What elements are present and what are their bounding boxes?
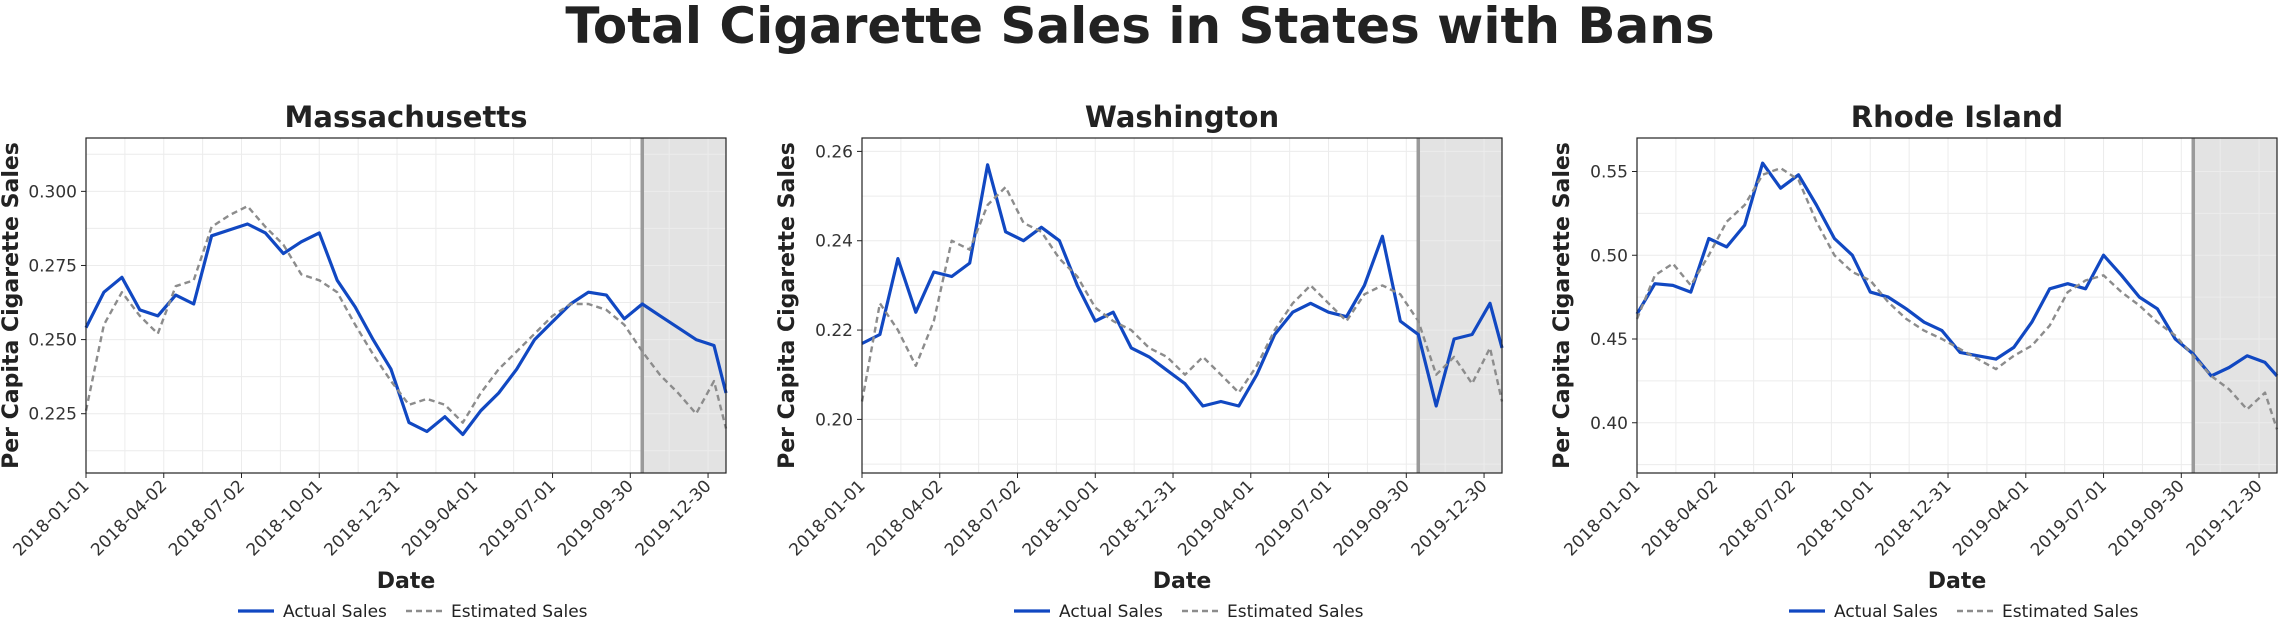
x-tick-label: 2019-04-01 — [1174, 476, 1258, 560]
series-line-actual — [1635, 161, 2279, 378]
plot-area — [862, 138, 1502, 473]
y-axis-label: Per Capita Cigarette Sales — [1550, 142, 1575, 469]
panel-washington: 0.200.220.240.262018-01-012018-04-022018… — [775, 100, 1504, 622]
axes-frame — [1636, 137, 2278, 474]
x-tick-label: 2019-07-01 — [2027, 476, 2111, 560]
y-tick-label: 0.26 — [815, 142, 853, 162]
y-tick-label: 0.45 — [1590, 330, 1628, 350]
y-axis-label: Per Capita Cigarette Sales — [775, 142, 800, 469]
legend-label-estimated: Estimated Sales — [451, 602, 588, 622]
y-tick-label: 0.55 — [1590, 163, 1628, 183]
x-tick-label: 2019-09-30 — [2105, 476, 2189, 560]
x-tick-label: 2018-01-01 — [1561, 476, 1645, 560]
x-tick-label: 2018-12-31 — [1097, 476, 1181, 560]
x-tick-label: 2018-12-31 — [321, 476, 405, 560]
x-tick-label: 2019-07-01 — [476, 476, 560, 560]
y-tick-label: 0.250 — [28, 331, 77, 351]
x-tick-label: 2019-12-30 — [632, 476, 716, 560]
x-tick-label: 2018-04-02 — [87, 476, 171, 560]
x-tick-label: 2019-04-01 — [398, 476, 482, 560]
y-tick-label: 0.300 — [28, 182, 77, 202]
x-axis-label: Date — [1928, 569, 1987, 594]
shaded-region — [2193, 138, 2277, 473]
x-tick-label: 2018-10-01 — [1794, 476, 1878, 560]
series-line-estimated — [860, 185, 1504, 402]
x-tick-label: 2018-10-01 — [1019, 476, 1103, 560]
x-tick-label: 2019-09-30 — [554, 476, 638, 560]
panel-title: Washington — [1085, 100, 1279, 134]
x-tick-label: 2018-01-01 — [10, 476, 94, 560]
x-tick-label: 2018-01-01 — [786, 476, 870, 560]
series-line-actual — [84, 222, 728, 437]
series-line-actual — [861, 163, 1504, 408]
panel-title: Massachusetts — [285, 100, 528, 134]
x-tick-label: 2018-07-02 — [1716, 476, 1800, 560]
y-tick-label: 0.22 — [815, 321, 853, 341]
y-tick-label: 0.40 — [1590, 414, 1628, 434]
axes-frame — [861, 137, 1503, 474]
panel-rhode-island: 0.400.450.500.552018-01-012018-04-022018… — [1550, 100, 2279, 622]
legend: Actual Sales Estimated Sales — [1014, 602, 1364, 622]
x-axis-label: Date — [377, 569, 436, 594]
legend-label-estimated: Estimated Sales — [2002, 602, 2139, 622]
y-tick-label: 0.24 — [815, 232, 853, 252]
x-axis-label: Date — [1153, 569, 1212, 594]
x-tick-label: 2019-12-30 — [2183, 476, 2267, 560]
y-tick-label: 0.20 — [815, 410, 853, 430]
series-line-estimated — [84, 204, 728, 429]
x-tick-label: 2019-07-01 — [1252, 476, 1336, 560]
legend-label-estimated: Estimated Sales — [1227, 602, 1364, 622]
x-tick-label: 2019-09-30 — [1330, 476, 1414, 560]
axes-frame — [85, 137, 727, 474]
panel-title: Rhode Island — [1851, 100, 2063, 134]
figure-title: Total Cigarette Sales in States with Ban… — [565, 0, 1715, 55]
gridlines — [861, 138, 1502, 473]
legend-label-actual: Actual Sales — [1834, 602, 1938, 622]
panel-massachusetts: 0.225 0.250 0.275 0.300 2018-01-012018-04-02… — [0, 100, 728, 622]
x-tick-label: 2018-04-02 — [863, 476, 947, 560]
legend-label-actual: Actual Sales — [283, 602, 387, 622]
x-tick-label: 2018-07-02 — [941, 476, 1025, 560]
x-tick-label: 2018-07-02 — [165, 476, 249, 560]
x-tick-label: 2018-04-02 — [1638, 476, 1722, 560]
x-tick-label: 2018-12-31 — [1872, 476, 1956, 560]
plot-area — [1637, 138, 2277, 473]
y-tick-label: 0.50 — [1590, 246, 1628, 266]
legend-label-actual: Actual Sales — [1059, 602, 1163, 622]
y-axis-label: Per Capita Cigarette Sales — [0, 142, 24, 469]
x-tick-label: 2019-12-30 — [1408, 476, 1492, 560]
gridlines — [85, 138, 726, 473]
x-tick-label: 2019-04-01 — [1949, 476, 2033, 560]
shaded-region — [642, 138, 726, 473]
x-tick-label: 2018-10-01 — [243, 476, 327, 560]
series-line-estimated — [1635, 166, 2279, 430]
legend: Actual Sales Estimated Sales — [238, 602, 588, 622]
legend: Actual Sales Estimated Sales — [1789, 602, 2139, 622]
y-tick-label: 0.275 — [28, 256, 77, 276]
y-tick-label: 0.225 — [28, 405, 77, 425]
